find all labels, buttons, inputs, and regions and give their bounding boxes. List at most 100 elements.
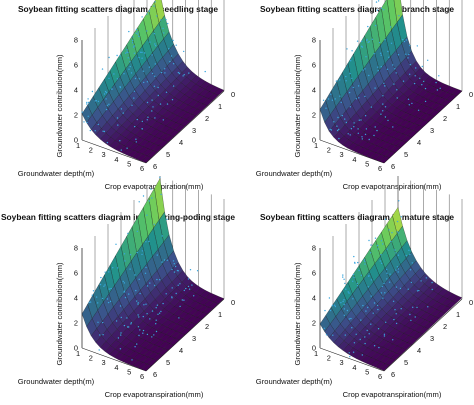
y-tick-label: 2 [443,322,447,331]
scatter-point [151,54,153,56]
scatter-point [349,72,351,75]
scatter-point [172,85,175,87]
scatter-point [120,108,123,110]
panel-branch-stage: Soybean fitting scatters diagram in bran… [256,0,473,191]
x-tick-label: 5 [365,367,369,376]
z-tick-label: 8 [74,36,78,45]
scatter-point [165,19,167,21]
scatter-point [148,10,150,13]
scatter-point [419,77,421,80]
z-tick-label: 2 [312,319,316,328]
scatter-point [345,80,347,82]
scatter-point [178,317,180,319]
scatter-point [89,301,92,303]
z-tick-label: 2 [312,111,316,120]
scatter-point [377,328,380,330]
scatter-point [378,41,381,44]
scatter-point [350,317,352,320]
scatter-point [159,279,161,281]
scatter-point [352,273,355,276]
scatter-point [395,72,397,74]
scatter-point [138,78,140,80]
y-tick-label: 6 [153,162,157,171]
scatter-point [131,42,134,44]
scatter-point [343,278,345,280]
y-tick-label: 3 [430,334,434,343]
scatter-point [354,261,356,264]
scatter-point [88,301,91,303]
scatter-point [137,302,139,304]
scatter-point [189,269,192,271]
scatter-point [384,292,386,294]
scatter-point [395,269,397,271]
scatter-point [130,323,132,325]
scatter-point [410,319,412,322]
scatter-point [99,283,102,286]
x-axis-label: Groundwater depth(m) [18,377,95,386]
fitted-surface [319,0,463,164]
scatter-point [167,22,169,25]
scatter-point [105,92,108,94]
scatter-point [395,286,398,288]
scatter-point [133,90,136,93]
scatter-point [172,63,175,65]
scatter-point [349,355,351,358]
scatter-point [382,9,385,11]
scatter-point [424,87,427,90]
scatter-point [340,302,342,304]
scatter-point [120,316,123,319]
scatter-point [345,121,348,124]
scatter-point [160,193,162,196]
scatter-point [384,218,387,220]
scatter-point [146,214,148,216]
scatter-point [122,280,124,283]
scatter-point [131,359,133,361]
scatter-point [183,299,185,301]
scatter-point [400,216,402,218]
x-tick-label: 2 [327,354,331,363]
scatter-point [357,128,359,130]
scatter-point [117,124,119,126]
scatter-point [377,308,379,311]
scatter-point [141,253,143,256]
x-tick-label: 6 [140,372,144,381]
scatter-point [364,95,366,98]
scatter-point [395,313,397,315]
scatter-point [138,56,140,59]
scatter-point [148,200,150,202]
y-tick-label: 2 [205,322,209,331]
scatter-point [411,102,413,105]
scatter-point [151,336,153,338]
scatter-point [398,200,400,202]
scatter-point [135,32,137,34]
scatter-point [91,294,94,296]
y-tick-label: 2 [443,114,447,123]
scatter-point [146,119,148,121]
scatter-point [132,36,134,38]
scatter-point [409,253,411,256]
scatter-point [157,313,159,315]
scatter-point [155,330,158,333]
fitted-surface [81,178,225,372]
scatter-point [397,54,400,56]
axis-frame [81,248,225,372]
scatter-point [414,75,416,77]
scatter-point [111,88,113,90]
scatter-point [398,15,400,17]
x-tick-label: 4 [352,155,356,164]
scatter-point [102,321,104,324]
scatter-point [128,326,130,328]
scatter-point [370,279,373,281]
scatter-point [386,278,388,280]
scatter-point [83,121,85,123]
scatter-point [137,326,140,328]
scatter-point [353,276,355,279]
scatter-point [148,66,151,68]
scatter-point [119,348,122,350]
scatter-point [379,260,381,262]
scatter-point [181,299,183,301]
scatter-point [120,149,123,151]
scatter-point [416,290,419,292]
scatter-point [116,117,119,119]
scatter-point [436,89,439,91]
